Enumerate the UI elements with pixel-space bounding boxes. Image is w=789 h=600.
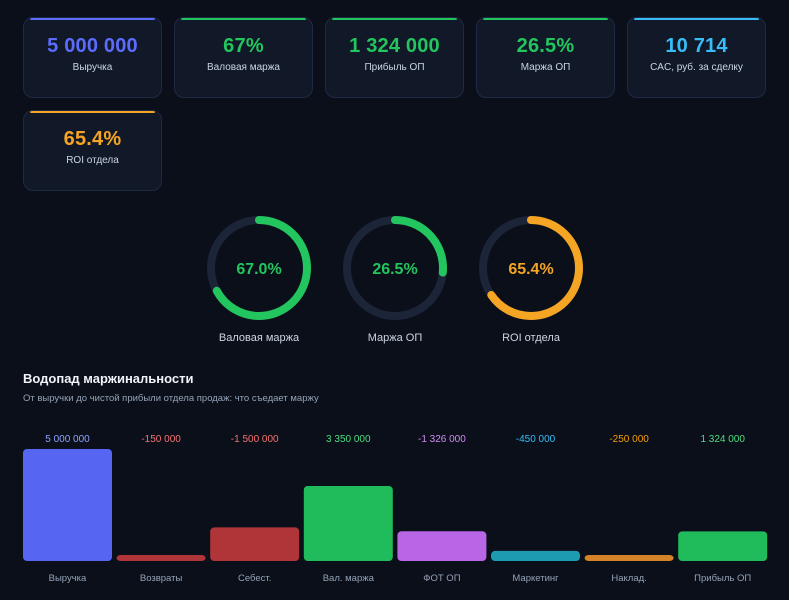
waterfall-subtitle: От выручки до чистой прибыли отдела прод…	[23, 393, 319, 404]
kpi-accent-bar	[181, 18, 306, 20]
kpi-accent-bar	[30, 111, 155, 113]
waterfall-category-label: Себест.	[238, 573, 271, 584]
kpi-accent-bar	[634, 18, 759, 20]
ring-label: Валовая маржа	[218, 332, 300, 344]
ring-percent: 67.0%	[236, 261, 281, 278]
waterfall-bar	[397, 531, 487, 561]
kpi-card: 5 000 000 Выручка	[23, 17, 162, 98]
kpi-label: Маржа ОП	[520, 62, 571, 73]
waterfall-value-label: -450 000	[516, 434, 556, 445]
ring-progress-arc	[343, 216, 447, 320]
kpi-card: 26.5% Маржа ОП	[476, 17, 615, 98]
ring-gauge-svg: 26.5%	[343, 216, 447, 320]
waterfall-value-label: 1 324 000	[700, 434, 745, 445]
waterfall-category-label: Наклад.	[611, 573, 646, 584]
waterfall-category-label: Вал. маржа	[323, 573, 375, 584]
kpi-value: 10 714	[665, 35, 728, 57]
kpi-label: Выручка	[72, 62, 113, 73]
waterfall-category-label: Прибыль ОП	[694, 573, 751, 584]
waterfall-bar	[584, 555, 674, 561]
kpi-card: 65.4% ROI отдела	[23, 110, 162, 191]
ring-gauge: 67.0% Валовая маржа	[199, 212, 319, 352]
kpi-value: 1 324 000	[349, 35, 440, 57]
waterfall-category-label: Маркетинг	[512, 573, 559, 584]
waterfall-bar	[303, 485, 393, 561]
kpi-accent-bar	[483, 18, 608, 20]
waterfall-category-label: ФОТ ОП	[423, 573, 460, 584]
waterfall-value-label: 3 350 000	[326, 434, 371, 445]
waterfall-category-label: Выручка	[49, 573, 87, 584]
ring-gauge-svg: 65.4%	[479, 216, 583, 320]
kpi-value: 67%	[223, 35, 264, 57]
waterfall-chart: 5 000 000 Выручка -150 000 Возвраты -1 500 0…	[0, 420, 789, 600]
waterfall-bar	[23, 449, 112, 561]
ring-label: Маржа ОП	[367, 332, 423, 344]
waterfall-title: Водопад маржинальности	[23, 371, 194, 386]
kpi-value: 26.5%	[516, 35, 575, 57]
kpi-accent-bar	[30, 18, 155, 20]
kpi-cards: 5 000 000 Выручка 67% Валовая маржа 1 324 00…	[23, 17, 767, 191]
kpi-label: CAC, руб. за сделку	[650, 62, 743, 73]
waterfall-value-label: 5 000 000	[45, 434, 90, 445]
ring-label: ROI отдела	[502, 332, 560, 344]
kpi-card: 10 714 CAC, руб. за сделку	[627, 17, 766, 98]
ring-percent: 65.4%	[508, 261, 553, 278]
waterfall-svg: 5 000 000 Выручка -150 000 Возвраты -1 500 0…	[23, 434, 768, 584]
kpi-value: 65.4%	[63, 128, 122, 150]
waterfall-value-label: -250 000	[609, 434, 649, 445]
ring-progress-arc	[479, 216, 583, 320]
ring-gauge: 65.4% ROI отдела	[471, 212, 591, 352]
kpi-card: 1 324 000 Прибыль ОП	[325, 17, 464, 98]
kpi-label: Валовая маржа	[207, 62, 280, 73]
ring-gauge-svg: 67.0%	[207, 216, 311, 320]
kpi-value: 5 000 000	[47, 35, 138, 57]
ring-progress-arc	[207, 216, 311, 320]
waterfall-bar	[116, 555, 206, 561]
kpi-accent-bar	[332, 18, 457, 20]
waterfall-value-label: -1 500 000	[231, 434, 279, 445]
waterfall-category-label: Возвраты	[140, 573, 183, 584]
waterfall-bar	[491, 550, 580, 561]
waterfall-bar	[210, 527, 300, 561]
ring-gauge: 26.5% Маржа ОП	[335, 212, 455, 352]
kpi-label: ROI отдела	[66, 155, 119, 166]
ring-percent: 26.5%	[372, 261, 417, 278]
waterfall-value-label: -150 000	[141, 434, 181, 445]
kpi-label: Прибыль ОП	[364, 62, 425, 73]
waterfall-bar	[678, 531, 768, 561]
ring-gauges: 67.0% Валовая маржа 26.5% Маржа ОП 65.4% ROI …	[0, 212, 789, 352]
waterfall-value-label: -1 326 000	[418, 434, 466, 445]
kpi-card: 67% Валовая маржа	[174, 17, 313, 98]
